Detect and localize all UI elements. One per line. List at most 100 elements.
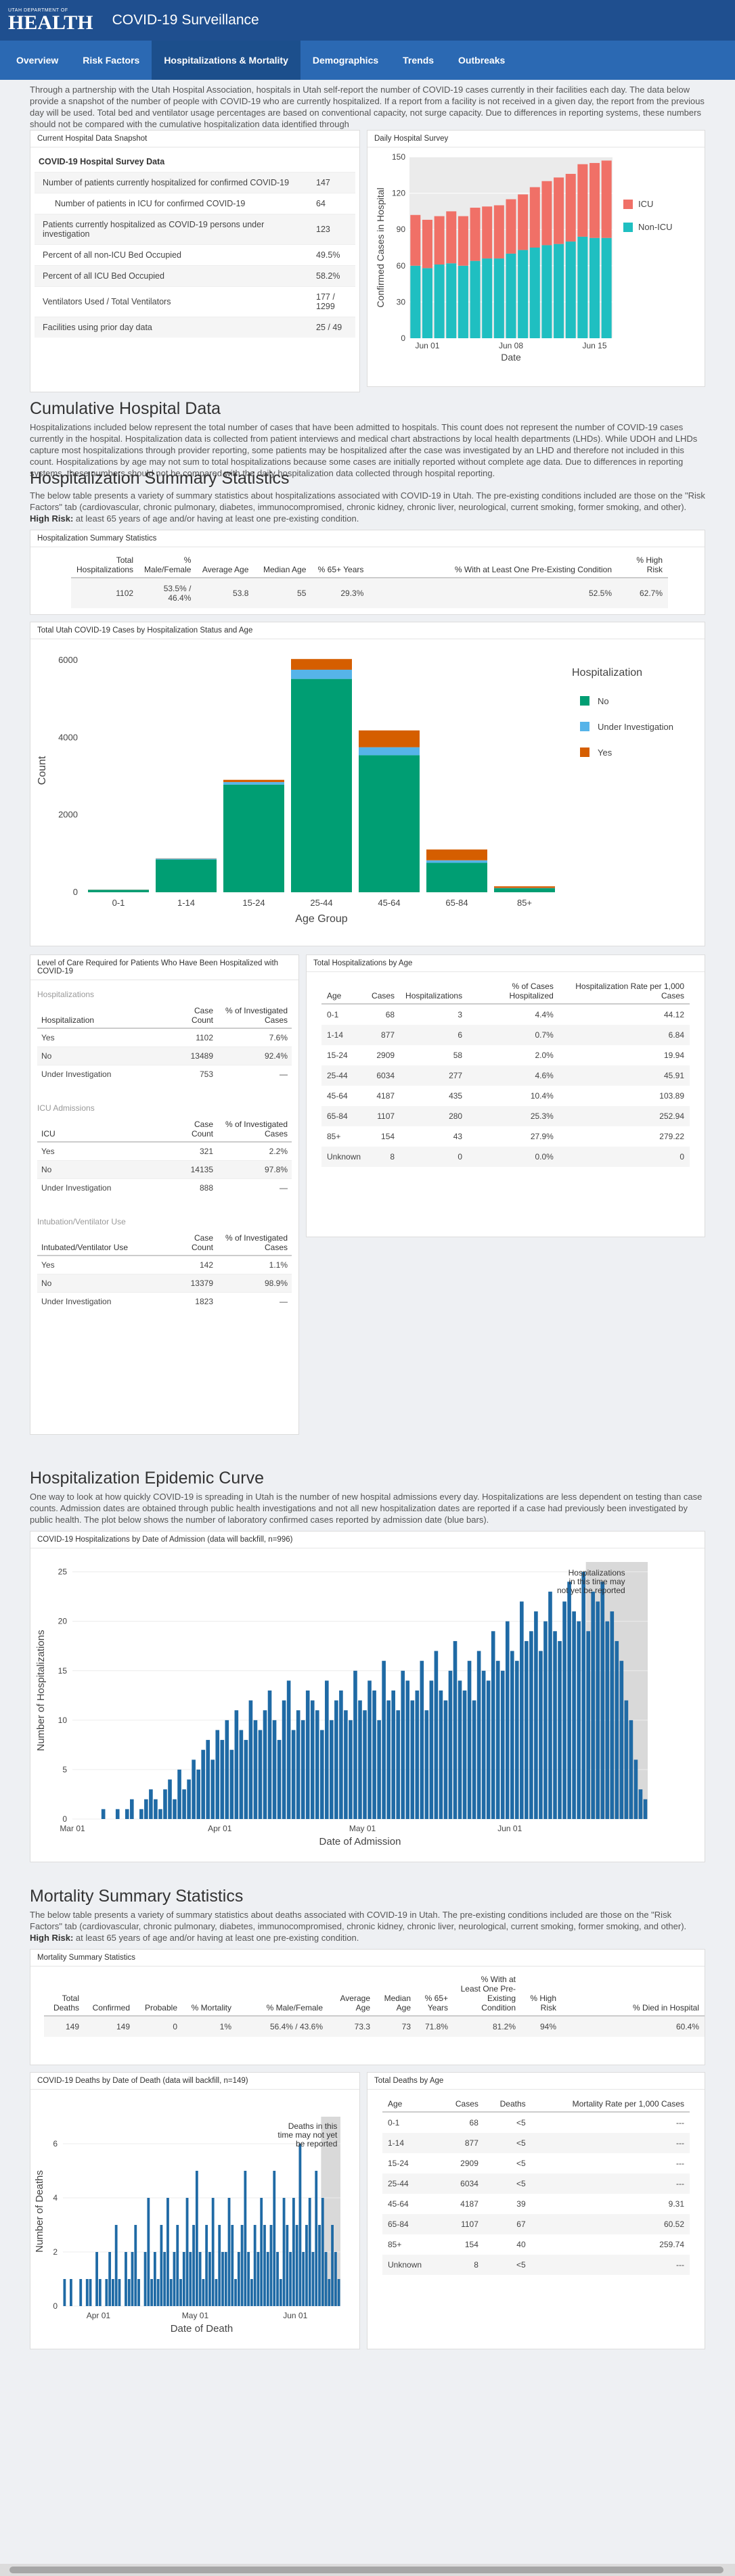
hosp-summary-panel: Hospitalization Summary Statistics Total… — [30, 530, 705, 615]
bar-segment — [291, 670, 352, 679]
epi-panel-title: COVID-19 Hospitalizations by Date of Adm… — [30, 1532, 705, 1548]
data-bar — [156, 2279, 160, 2306]
nav-risk-factors[interactable]: Risk Factors — [83, 55, 140, 66]
data-bar — [629, 1720, 633, 1819]
data-bar — [330, 1720, 334, 1819]
table-row: Number of patients currently hospitalize… — [35, 172, 355, 193]
table-row: No 14135 97.8% — [37, 1160, 292, 1179]
data-bar — [101, 1809, 106, 1819]
x-tick-label: 0-1 — [112, 898, 125, 908]
data-bar — [302, 2252, 305, 2306]
y-tick-label: 30 — [397, 297, 406, 306]
hosp-high-risk-note: High Risk: at least 65 years of age and/… — [30, 513, 359, 524]
legend-swatch — [580, 748, 589, 757]
nav-overview[interactable]: Overview — [16, 55, 59, 66]
y-tick-label: 5 — [62, 1765, 67, 1774]
data-bar — [149, 1789, 153, 1819]
data-bar — [500, 1670, 505, 1819]
data-bar — [198, 2252, 202, 2306]
data-bar — [269, 2225, 273, 2306]
icu-bar — [577, 164, 588, 237]
y-tick-label: 0 — [401, 334, 405, 343]
data-bar — [410, 1700, 415, 1819]
data-bar — [266, 2252, 269, 2306]
data-bar — [308, 2198, 311, 2306]
nav-outbreaks[interactable]: Outbreaks — [458, 55, 506, 66]
bar-segment — [494, 888, 555, 892]
data-bar — [182, 2252, 185, 2306]
non-icu-bar — [506, 253, 516, 338]
data-bar — [510, 1651, 514, 1819]
data-bar — [548, 1591, 552, 1819]
hosp-summary-table: Total Hospitalizations % Male/Female Ave… — [71, 553, 668, 608]
data-bar — [434, 1651, 439, 1819]
table-header-row: ICU Case Count% of Investigated Cases — [37, 1117, 292, 1143]
table-row: 0-1 68 <5 --- — [388, 2118, 684, 2128]
deaths-date-panel-title: COVID-19 Deaths by Date of Death (data w… — [30, 2073, 359, 2090]
non-icu-bar — [446, 263, 457, 338]
non-icu-bar — [565, 242, 576, 338]
x-tick-label: May 01 — [182, 2311, 209, 2320]
bar-segment — [359, 747, 420, 756]
table-row: 149 149 0 1% 56.4% / 43.6% 73.3 73 71.8%… — [44, 2016, 705, 2037]
horizontal-scrollbar[interactable] — [0, 2564, 735, 2576]
table-row: No 13379 98.9% — [37, 1274, 292, 1293]
table-row: Yes 321 2.2% — [37, 1141, 292, 1161]
data-bar — [139, 1809, 143, 1819]
data-bar — [282, 1700, 286, 1819]
table-header-row: Total Deaths Confirmed Probable % Mortal… — [44, 1972, 705, 2017]
x-tick-label: Jun 01 — [415, 341, 439, 350]
non-icu-bar — [410, 265, 421, 338]
legend-label: No — [598, 696, 609, 706]
data-bar — [553, 1631, 557, 1819]
data-bar — [189, 2252, 192, 2306]
data-bar — [218, 2225, 221, 2306]
utah-health-logo[interactable]: UTAH DEPARTMENT OF HEALTH — [8, 8, 93, 33]
data-bar — [224, 2252, 227, 2306]
y-tick-label: 120 — [392, 189, 405, 198]
data-bar — [476, 1651, 481, 1819]
data-bar — [195, 2171, 198, 2306]
data-bar — [263, 1710, 267, 1819]
data-bar — [173, 1799, 177, 1819]
data-bar — [276, 2252, 279, 2306]
data-bar — [111, 2279, 114, 2306]
data-bar — [567, 1582, 571, 1819]
y-tick-label: 2000 — [58, 810, 78, 820]
data-bar — [85, 2279, 89, 2306]
data-bar — [70, 2279, 72, 2306]
icu-bar — [541, 181, 552, 246]
nav-trends[interactable]: Trends — [403, 55, 435, 66]
daily-survey-panel-title: Daily Hospital Survey — [368, 131, 705, 147]
bar-segment — [156, 858, 217, 860]
data-bar — [237, 2252, 240, 2306]
y-axis-title: Count — [37, 756, 48, 785]
x-axis-title: Date of Death — [171, 2323, 233, 2334]
cumulative-title: Cumulative Hospital Data — [30, 399, 221, 418]
non-icu-bar — [529, 248, 540, 338]
y-tick-label: 150 — [392, 152, 405, 162]
snapshot-table: Number of patients currently hospitalize… — [35, 172, 355, 338]
data-bar — [344, 1710, 348, 1819]
y-tick-label: 0 — [53, 2301, 58, 2311]
data-bar — [296, 1710, 300, 1819]
nav-demographics[interactable]: Demographics — [312, 55, 379, 66]
data-bar — [481, 1670, 486, 1819]
data-bar — [292, 2198, 295, 2306]
data-bar — [143, 2252, 147, 2306]
data-bar — [520, 1601, 524, 1819]
data-bar — [405, 1680, 410, 1819]
x-tick-label: 1-14 — [177, 898, 195, 908]
nav-hospitalizations-mortality[interactable]: Hospitalizations & Mortality — [152, 41, 300, 80]
data-bar — [339, 1690, 343, 1819]
table-header-row: Age Cases Deaths Mortality Rate per 1,000 C… — [382, 2096, 690, 2113]
table-row: 15-24 2909 <5 --- — [388, 2159, 684, 2168]
data-bar — [234, 1710, 239, 1819]
data-bar — [458, 1680, 462, 1819]
data-bar — [572, 1611, 576, 1819]
table-row: 1-14 877 6 0.7% 6.84 — [321, 1025, 690, 1045]
scrollbar-thumb[interactable] — [9, 2567, 723, 2573]
backfill-shade — [321, 2117, 340, 2306]
data-bar — [562, 1601, 566, 1819]
data-bar — [334, 2252, 337, 2306]
